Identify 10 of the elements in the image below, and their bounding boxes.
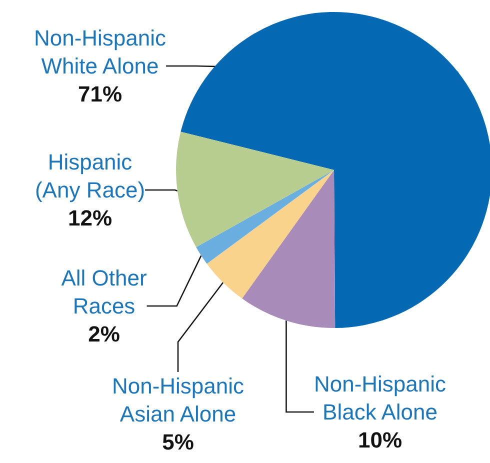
- data-label: 5%: [162, 430, 194, 454]
- data-label: 10%: [358, 428, 402, 452]
- slice-label: Non-Hispanic Asian Alone: [112, 374, 244, 426]
- slice-label: Hispanic (Any Race): [34, 150, 146, 202]
- data-label: 2%: [88, 322, 120, 346]
- slice-label: Non-Hispanic White Alone: [34, 26, 166, 78]
- data-label: 71%: [78, 82, 122, 106]
- slice-label: Non-Hispanic Black Alone: [314, 372, 446, 424]
- slice-label: All Other Races: [61, 266, 147, 318]
- data-label: 12%: [68, 206, 112, 230]
